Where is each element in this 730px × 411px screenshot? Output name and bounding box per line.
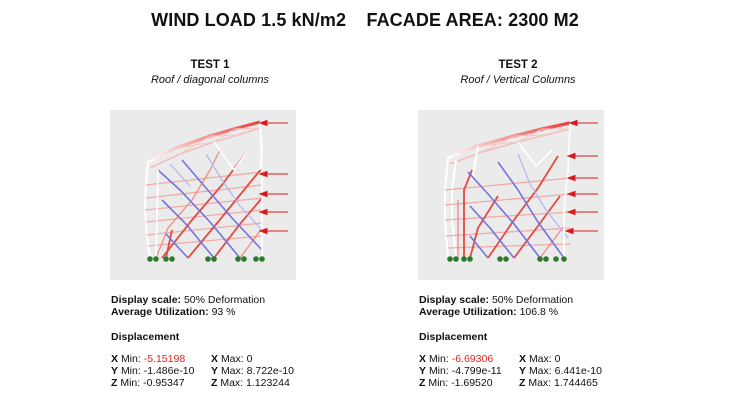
z-max-value: 1.744465 xyxy=(554,377,598,389)
x-max-value: 0 xyxy=(246,353,253,365)
compression-diagonals xyxy=(157,159,263,259)
floor-beams xyxy=(144,171,263,247)
compression-diagonals xyxy=(467,161,565,259)
test-1-heading: TEST 1 xyxy=(190,59,230,71)
roof-beam xyxy=(447,121,571,160)
z-displacement-row: Z Min: -1.69520 Z Max: 1.744465 xyxy=(419,377,598,389)
z-min-value: -1.69520 xyxy=(451,377,493,389)
utilization-label: Average Utilization: xyxy=(419,306,517,318)
test-1-structure-diagram xyxy=(110,110,296,280)
test-1-facade-deformation-figure xyxy=(143,119,288,262)
test-2-facade-deformation-figure xyxy=(444,119,598,262)
y-displacement-row: Y Min: -4.799e-11 Y Max: 6.441e-10 xyxy=(419,365,602,377)
test-2-subtitle: Roof / Vertical Columns xyxy=(460,74,576,86)
z-min-value: -0.95347 xyxy=(143,377,185,389)
y-max-value: 8.722e-10 xyxy=(246,365,294,377)
y-min-value: -1.486e-10 xyxy=(143,365,195,377)
display-scale-label: Display scale: xyxy=(419,294,490,306)
y-displacement-row: Y Min: -1.486e-10 Y Max: 8.722e-10 xyxy=(111,365,294,377)
utilization-value: 93 % xyxy=(211,306,236,318)
utilization-value: 106.8 % xyxy=(519,306,559,318)
wind-load-arrows xyxy=(564,119,598,235)
page-title: WIND LOAD 1.5 kN/m2 FACADE AREA: 2300 M2 xyxy=(151,10,579,30)
display-scale-line: Display scale: 50% Deformation xyxy=(111,294,371,306)
display-scale-line: Display scale: 50% Deformation xyxy=(419,294,679,306)
support-nodes xyxy=(147,256,265,262)
y-min-value: -4.799e-11 xyxy=(451,365,502,377)
test-1-stats: Display scale: 50% Deformation Average U… xyxy=(111,294,371,389)
roof-beam-lower xyxy=(449,128,571,165)
y-max-value: 6.441e-10 xyxy=(554,365,602,377)
utilization-line: Average Utilization: 93 % xyxy=(111,306,371,318)
display-scale-value: 50% Deformation xyxy=(183,294,266,306)
displacement-heading: Displacement xyxy=(419,331,488,343)
x-min-value: -5.15198 xyxy=(143,353,186,365)
test-1-panel: TEST 1 Roof / diagonal columns xyxy=(84,58,344,389)
test-2-structure-diagram xyxy=(418,110,604,280)
wind-load-arrows xyxy=(258,119,288,235)
displacement-heading: Displacement xyxy=(111,331,180,343)
roof-beam-lower xyxy=(149,127,261,169)
display-scale-label: Display scale: xyxy=(111,294,182,306)
right-column xyxy=(259,121,263,258)
test-2-heading: TEST 2 xyxy=(498,59,538,71)
x-max-value: 0 xyxy=(554,353,561,365)
x-min-value: -6.69306 xyxy=(451,353,494,365)
x-displacement-row: X Min: -6.69306 X Max: 0 xyxy=(419,353,561,365)
test-1-subtitle: Roof / diagonal columns xyxy=(150,74,269,86)
utilization-label: Average Utilization: xyxy=(111,306,209,318)
test-2-stats: Display scale: 50% Deformation Average U… xyxy=(419,294,679,389)
roof-diagonals xyxy=(175,127,261,155)
support-nodes xyxy=(447,256,567,262)
utilization-line: Average Utilization: 106.8 % xyxy=(419,306,679,318)
tension-diagonals xyxy=(463,155,561,259)
test-2-panel: TEST 2 Roof / Vertical Columns xyxy=(392,58,652,389)
x-displacement-row: X Min: -5.15198 X Max: 0 xyxy=(111,353,253,365)
z-max-value: 1.123244 xyxy=(246,377,290,389)
z-displacement-row: Z Min: -0.95347 Z Max: 1.123244 xyxy=(111,377,290,389)
display-scale-value: 50% Deformation xyxy=(491,294,574,306)
